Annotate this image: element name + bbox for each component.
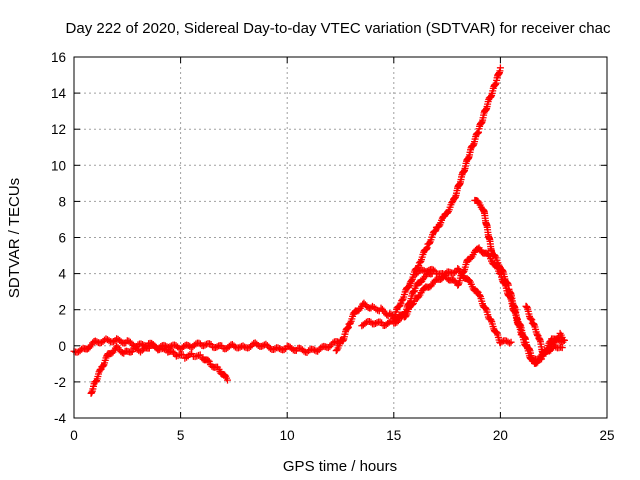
data-point-track-d	[405, 283, 413, 291]
data-point-track-e	[372, 319, 380, 327]
data-point-track-b	[169, 348, 177, 356]
x-axis-label: GPS time / hours	[283, 458, 397, 475]
y-tick-label: 6	[58, 231, 66, 246]
data-point-track-e	[465, 277, 473, 285]
chart-title: Day 222 of 2020, Sidereal Day-to-day VTE…	[66, 20, 611, 37]
x-tick-label: 25	[599, 428, 614, 443]
data-point-track-d	[432, 227, 440, 235]
data-point-track-b	[128, 348, 136, 356]
data-point-track-d	[422, 245, 430, 253]
data-point-track-e	[385, 318, 393, 326]
data-point-track-b	[204, 356, 212, 364]
data-point-track-a	[206, 340, 214, 348]
data-point-track-a	[309, 345, 317, 353]
y-axis-label: SDTVAR / TECUs	[6, 178, 23, 298]
axis-ticks: 0 5 10 15 20 25 -4 -2 0 2 4 6 8 10 12 14 16	[51, 50, 615, 443]
y-tick-label: 12	[51, 122, 66, 137]
data-point-track-f	[467, 254, 475, 262]
y-tick-label: 8	[58, 194, 66, 209]
data-point-track-e	[451, 268, 459, 276]
x-tick-label: 5	[177, 428, 185, 443]
x-tick-label: 15	[386, 428, 401, 443]
data-point-track-h	[558, 344, 566, 352]
data-point-track-a	[314, 347, 322, 355]
data-point-track-b	[99, 362, 107, 370]
y-tick-label: 4	[58, 267, 66, 282]
data-point-track-d	[496, 64, 504, 72]
data-point-track-b	[205, 357, 213, 365]
data-point-track-d	[423, 244, 431, 252]
data-point-track-d	[398, 296, 406, 304]
x-tick-label: 0	[70, 428, 78, 443]
data-point-track-a	[180, 342, 188, 350]
x-tick-label: 10	[280, 428, 295, 443]
y-tick-label: 14	[51, 86, 67, 101]
data-point-track-a	[166, 343, 174, 351]
data-point-track-a	[317, 344, 325, 352]
data-point-track-a	[91, 337, 99, 345]
data-point-track-e	[376, 318, 384, 326]
data-point-track-a	[274, 344, 282, 352]
data-point-track-a	[126, 338, 134, 346]
y-tick-label: 16	[51, 50, 66, 65]
x-tick-label: 20	[493, 428, 508, 443]
data-point-track-g	[560, 336, 568, 344]
data-point-track-a	[280, 346, 288, 354]
data-point-track-c	[355, 306, 363, 314]
y-tick-label: -2	[54, 375, 66, 390]
data-point-track-a	[105, 337, 113, 345]
y-tick-label: -4	[54, 411, 66, 426]
plot-frame	[73, 56, 608, 419]
data-point-track-e	[409, 300, 417, 308]
data-point-track-b	[113, 342, 121, 350]
data-point-track-a	[305, 347, 313, 355]
data-point-track-a	[329, 339, 337, 347]
data-point-track-a	[263, 342, 271, 350]
data-point-track-b	[224, 376, 232, 384]
data-point-track-f	[423, 267, 431, 275]
data-point-track-a	[93, 338, 101, 346]
data-point-track-d	[435, 222, 443, 230]
data-point-track-e	[507, 338, 515, 346]
data-point-track-f	[440, 270, 448, 278]
data-point-track-d	[408, 277, 416, 285]
data-point-track-e	[482, 304, 490, 312]
data-point-track-e	[476, 291, 484, 299]
y-tick-label: 0	[58, 339, 66, 354]
data-point-track-a	[117, 338, 125, 346]
data-point-track-a	[276, 345, 284, 353]
data-point-track-g	[474, 197, 482, 205]
data-point-track-a	[213, 343, 221, 351]
data-point-track-a	[212, 343, 220, 351]
data-point-track-e	[498, 338, 506, 346]
y-tick-label: 10	[51, 158, 66, 173]
data-point-track-g	[553, 334, 561, 342]
data-point-track-a	[234, 344, 242, 352]
data-point-track-e	[393, 318, 401, 326]
data-point-track-a	[201, 341, 209, 349]
data-point-track-d	[425, 239, 433, 247]
data-point-track-f	[429, 266, 437, 274]
data-point-track-f	[442, 271, 450, 279]
data-point-track-e	[506, 339, 514, 347]
data-point-track-f	[411, 271, 419, 279]
data-points	[70, 64, 568, 397]
y-tick-label: 2	[58, 303, 66, 318]
data-point-track-e	[487, 316, 495, 324]
grid-lines	[74, 57, 607, 418]
data-point-track-a	[247, 343, 255, 351]
